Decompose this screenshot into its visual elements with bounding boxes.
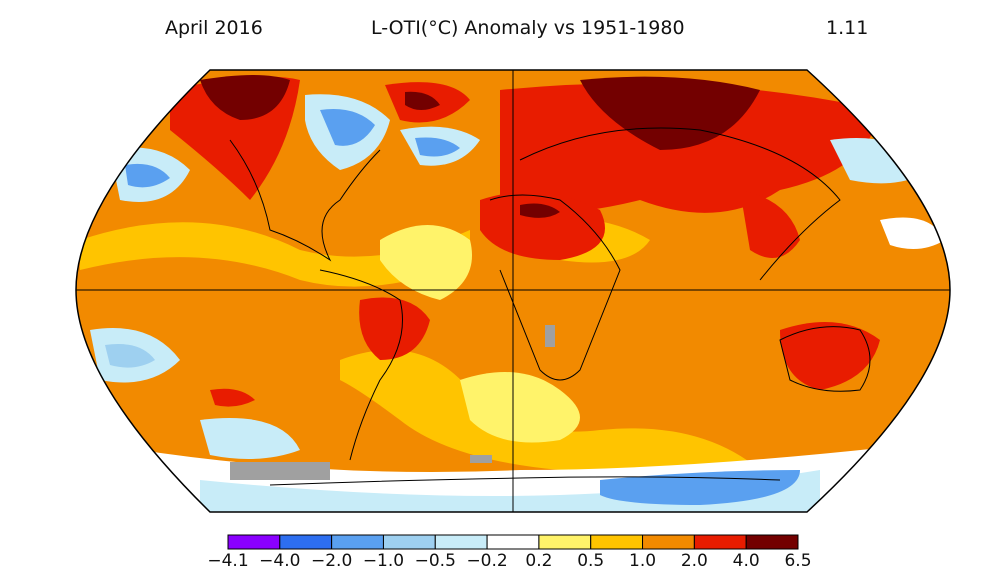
anomaly-zone-cold [415,137,460,157]
legend-tick-label: −0.5 [414,551,456,571]
map-border [75,69,951,513]
global-mean-value: 1.11 [826,17,869,39]
legend-tick-label: −0.2 [466,551,508,571]
anomaly-zone-extreme [580,76,760,150]
legend-tick-label: 0.2 [525,551,553,571]
legend-tick-label: 0.5 [577,551,605,571]
legend-swatch [331,534,384,550]
anomaly-zone-warm [340,350,760,500]
anomaly-zone-cool [200,470,820,512]
anomaly-zone-hot [740,190,800,258]
no-data-region [230,462,330,480]
legend-swatch [227,534,281,550]
legend-swatch [279,534,333,550]
legend-swatch [642,534,695,550]
legend-tick-label: 2.0 [680,551,708,571]
legend-swatch [538,534,592,550]
no-data-region [545,325,555,347]
coastline-antarctica [269,476,781,486]
legend-swatch [382,534,436,550]
legend-swatch [745,534,799,550]
anomaly-zone-hot [500,83,880,214]
legend-swatch [590,534,644,550]
coastline-north-america [229,139,381,262]
anomaly-zone-cool [200,418,300,459]
anomaly-zone-mild [460,372,580,443]
map-title: L-OTI(°C) Anomaly vs 1951-1980 [371,17,685,39]
anomaly-zone-cool [105,344,155,368]
anomaly-zone-neutral [880,217,945,249]
no-data-region [470,455,492,463]
map-date: April 2016 [165,17,263,39]
legend-tick-label: −4.0 [259,551,301,571]
anomaly-zone-hot [780,322,880,390]
legend-tick-label: 6.5 [784,551,812,571]
legend-tick-label: −1.0 [362,551,405,571]
coastline-australia [779,326,871,392]
anomaly-zone-extreme [200,75,290,120]
anomaly-zone-extreme [405,91,440,110]
legend-tick-label: −4.1 [207,551,249,571]
legend-swatch [486,534,540,550]
anomaly-zone-cold [320,109,375,146]
anomaly-zone-extreme [520,203,560,218]
anomaly-zone-hot [210,388,255,407]
legend-tick-label: −2.0 [310,551,353,571]
anomaly-zone-hot [359,297,430,360]
legend-swatch [434,534,488,550]
coastline-eurasia [519,127,841,281]
anomaly-zone-hot [480,192,605,260]
coastline-south-america [319,269,403,461]
legend-tick-label: 4.0 [732,551,760,571]
anomaly-zone-mild [380,225,472,300]
anomaly-zone-cold [125,163,170,188]
coastline-africa [489,194,621,381]
legend-tick-label: 1.0 [629,551,657,571]
anomaly-zone-warm [80,222,470,287]
legend-swatch [693,534,747,550]
